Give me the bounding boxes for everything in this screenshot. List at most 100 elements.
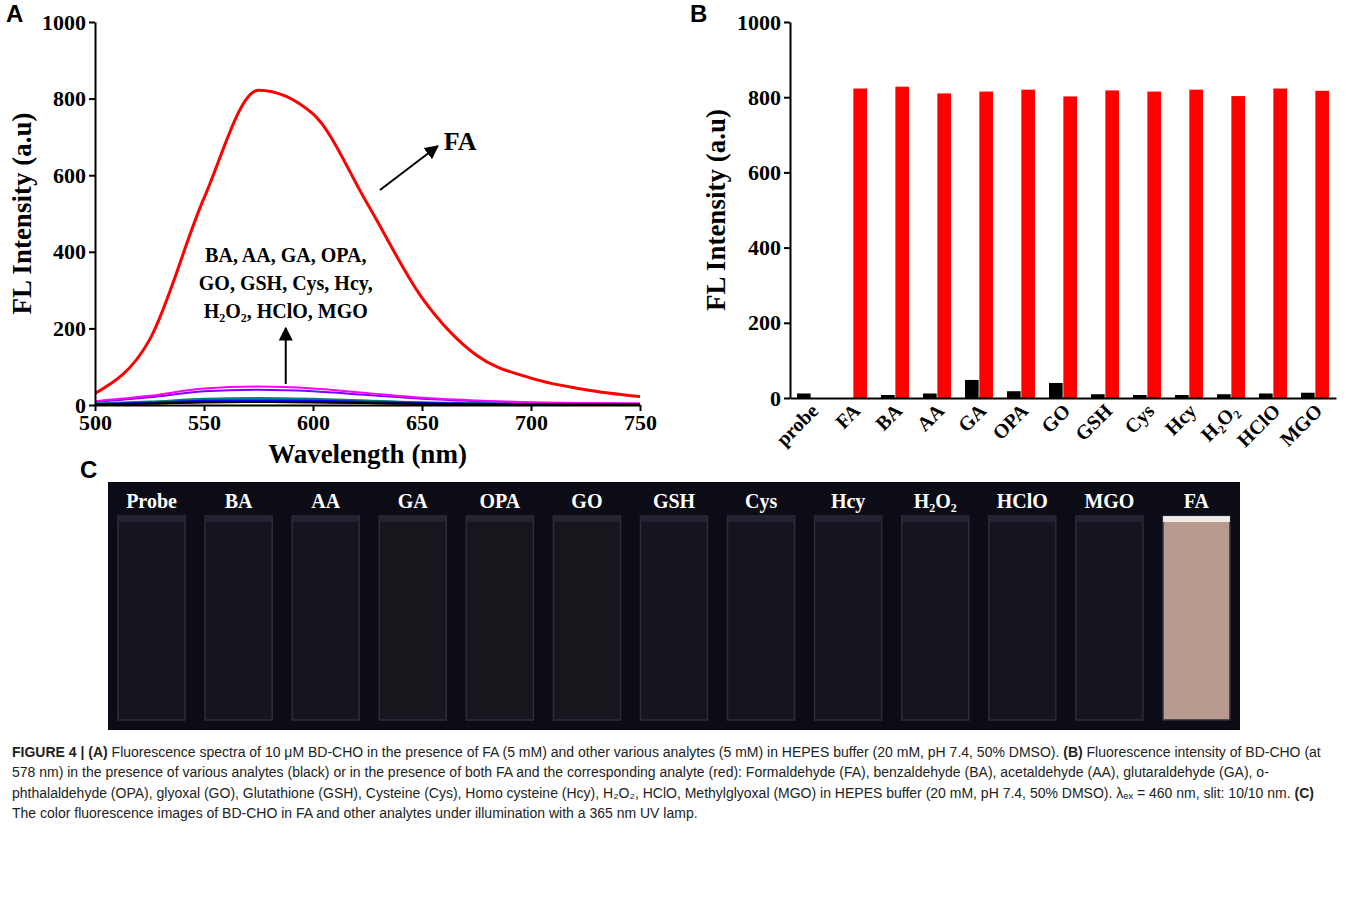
cuvette-meniscus [989, 516, 1056, 522]
tick: 0 [770, 386, 790, 411]
tick-label: GO [1037, 399, 1075, 437]
cuvette-meniscus [815, 516, 882, 522]
bar [965, 380, 979, 398]
cuvette-label: AA [311, 490, 340, 512]
annotation: BA, AA, GA, OPA, [205, 244, 366, 266]
tick-label: Cys [1120, 399, 1159, 438]
cuvette-label: BA [225, 490, 253, 512]
bar [1273, 89, 1287, 398]
tick-mark [784, 398, 790, 400]
tick: 200 [748, 310, 790, 335]
cuvette [1076, 516, 1143, 720]
panel-letter: C [80, 456, 97, 483]
tick: OPA [988, 398, 1033, 444]
y-axis: 0 200 400 600 800 1000 [737, 10, 791, 411]
annotation-arrow [285, 328, 287, 384]
cuvette [466, 516, 533, 720]
cuvette-meniscus [292, 516, 359, 522]
tick-label: 1000 [42, 10, 86, 35]
caption-label: FIGURE 4 | [12, 744, 84, 760]
cuvette-meniscus [205, 516, 272, 522]
axis-line [96, 405, 641, 407]
tick: 650 [406, 405, 439, 435]
spectrum-line [95, 90, 640, 396]
bar [1315, 91, 1329, 398]
cuvette [640, 516, 707, 720]
tick-label: 700 [515, 410, 548, 435]
cuvette [728, 516, 795, 720]
plot-marks [95, 90, 640, 404]
tick: 600 [297, 405, 330, 435]
tick-label: OPA [988, 399, 1033, 444]
tick: 800 [53, 86, 95, 111]
panel-letter: B [690, 0, 707, 27]
cuvette-label: Cys [745, 490, 777, 513]
bar [1301, 393, 1315, 398]
space [84, 744, 88, 760]
tick-label: 0 [75, 393, 86, 418]
tick-label: BA [871, 399, 907, 435]
tick: MGO [1275, 398, 1326, 450]
tick: 1000 [737, 10, 790, 35]
tick-label: FA [831, 399, 865, 433]
bar [1091, 394, 1105, 398]
caption-letter: (B) [1063, 744, 1082, 760]
plot-marks [797, 87, 1329, 398]
cuvette [902, 516, 969, 720]
cuvette [379, 516, 446, 720]
cuvette-label: GA [398, 490, 429, 512]
bar [1217, 394, 1231, 398]
cuvette-meniscus [466, 516, 533, 522]
caption-letter: (A) [88, 744, 107, 760]
cuvette-meniscus [379, 516, 446, 522]
bar [1049, 383, 1063, 398]
cuvette-meniscus [118, 516, 185, 522]
tick-mark [89, 251, 95, 253]
tick: 750 [624, 405, 657, 435]
spectrum-line [95, 402, 640, 405]
bar [1021, 90, 1035, 398]
caption-letter: (C) [1295, 785, 1314, 801]
bar [1007, 391, 1021, 398]
y-axis-title: FL Intensity (a.u) [701, 109, 731, 311]
y-axis: 02004006008001000 [42, 10, 96, 418]
bar [979, 92, 993, 398]
tick: 200 [53, 316, 95, 341]
cuvette-label: Probe [126, 490, 177, 512]
tick-mark [784, 247, 790, 249]
tick-label: 600 [297, 410, 330, 435]
tick: FA [831, 398, 865, 433]
tick: 800 [748, 85, 790, 110]
figure-svg: A50055060065070075002004006008001000FL I… [0, 0, 1346, 738]
cuvette-label: H₂O₂ [914, 490, 957, 512]
caption-text: The color fluorescence images of BD-CHO … [12, 805, 698, 821]
cuvette [292, 516, 359, 720]
tick-label: 650 [406, 410, 439, 435]
bar [1147, 92, 1161, 398]
x-axis: 500550600650700750 [79, 405, 657, 435]
cuvette-meniscus [728, 516, 795, 522]
cuvette-meniscus [553, 516, 620, 522]
tick-mark [89, 405, 95, 407]
tick: 400 [748, 235, 790, 260]
bar [1189, 90, 1203, 398]
bar [1231, 96, 1245, 398]
cuvette-label: HClO [997, 490, 1048, 512]
tick-label: MGO [1275, 399, 1326, 450]
tick: GSH [1071, 398, 1117, 445]
tick-label: 1000 [737, 10, 781, 35]
tick-label: 400 [748, 235, 781, 260]
cuvette [989, 516, 1056, 720]
tick: 400 [53, 239, 95, 264]
bar [797, 393, 811, 398]
tick-mark [784, 97, 790, 99]
spectrum-line [95, 398, 640, 405]
bar [853, 89, 867, 398]
tick: BA [871, 398, 907, 435]
cuvette [553, 516, 620, 720]
bar [1105, 90, 1119, 398]
cuvette [815, 516, 882, 720]
tick-label: HClO [1233, 399, 1285, 451]
tick: 600 [748, 160, 790, 185]
tick-label: 200 [748, 310, 781, 335]
